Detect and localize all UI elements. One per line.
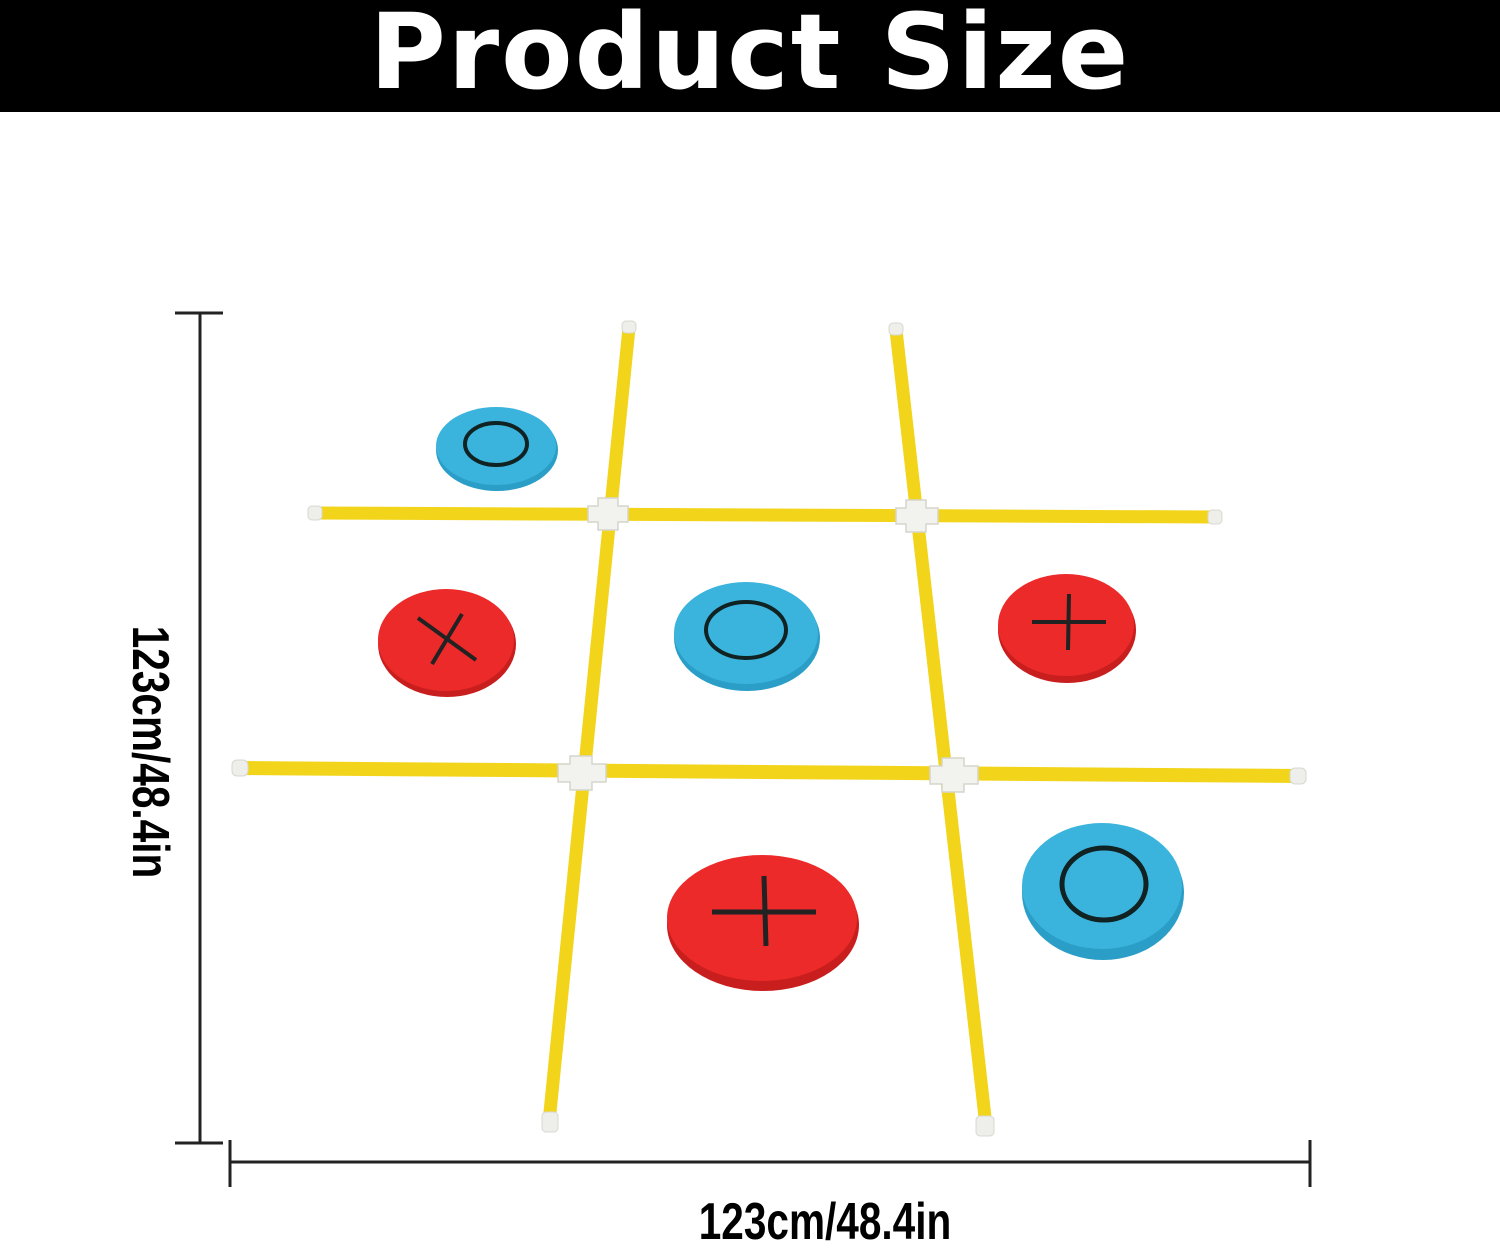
disc-red-x xyxy=(378,589,516,697)
disc-red-plus-2 xyxy=(667,855,859,991)
width-label: 123cm/48.4in xyxy=(698,1193,952,1251)
pole-vertical-right xyxy=(889,329,993,1127)
height-label: 123cm/48.4in xyxy=(121,625,179,879)
width-dimension-line xyxy=(228,1140,1312,1187)
title-bar: Product Size xyxy=(0,0,1500,112)
pole-vertical-left xyxy=(542,327,636,1123)
disc-blue-o-3 xyxy=(1022,823,1184,960)
height-dimension-line xyxy=(175,311,223,1145)
disc-blue-o-1 xyxy=(436,407,558,491)
disc-red-plus-1 xyxy=(998,574,1136,683)
pole-horizontal-top xyxy=(313,506,1215,524)
connectors xyxy=(557,497,979,793)
end-caps xyxy=(231,320,1307,1137)
disc-blue-o-2 xyxy=(674,582,820,691)
page-title: Product Size xyxy=(369,0,1131,113)
pole-horizontal-bottom xyxy=(239,761,1299,783)
tic-tac-toe-frame xyxy=(231,320,1307,1137)
